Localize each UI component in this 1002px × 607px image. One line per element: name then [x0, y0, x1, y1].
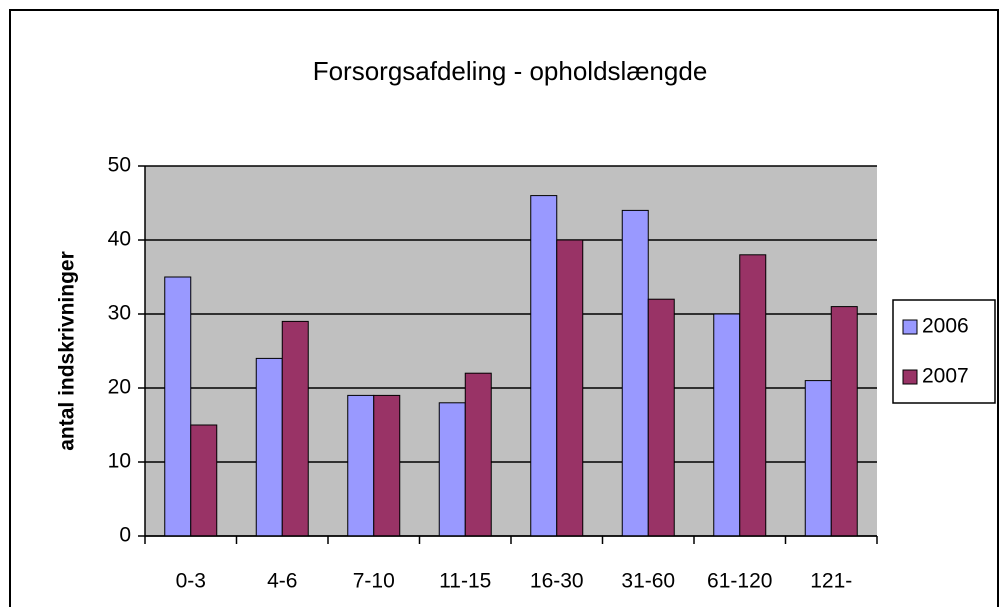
bar — [647, 298, 675, 537]
bar — [830, 306, 858, 537]
x-tick-label: 4-6 — [267, 570, 297, 593]
bar — [556, 239, 584, 537]
chart-title: Forsorgsafdeling - opholdslængde — [313, 56, 708, 86]
x-tick-label: 121- — [810, 570, 852, 593]
legend — [892, 299, 996, 404]
plot-area — [145, 166, 877, 536]
x-tick-label: 11-15 — [439, 570, 491, 593]
bar — [804, 380, 832, 537]
legend-swatch — [902, 369, 918, 385]
y-axis-label: antal indskrivninger — [56, 251, 79, 451]
x-tick-label: 31-60 — [621, 570, 675, 593]
bar — [713, 313, 741, 537]
bar — [281, 320, 309, 537]
bar — [190, 424, 218, 537]
y-tick-label: 0 — [119, 524, 131, 547]
bar — [464, 372, 492, 537]
legend-swatch — [902, 319, 918, 335]
legend-label: 2006 — [922, 315, 969, 338]
bar — [255, 357, 283, 537]
bar — [373, 394, 401, 537]
legend-label: 2007 — [922, 365, 969, 388]
y-tick-label: 40 — [108, 228, 131, 251]
bar — [438, 402, 466, 537]
x-tick-label: 61-120 — [707, 570, 772, 593]
bar — [164, 276, 192, 537]
x-tick-label: 16-30 — [530, 570, 584, 593]
bar — [347, 394, 375, 537]
y-tick-label: 30 — [108, 302, 131, 325]
x-tick-label: 7-10 — [353, 570, 395, 593]
bar — [621, 209, 649, 537]
y-tick-label: 20 — [108, 376, 131, 399]
bar — [739, 254, 767, 537]
y-tick-label: 10 — [108, 450, 131, 473]
bar — [530, 195, 558, 537]
x-tick-label: 0-3 — [176, 570, 206, 593]
y-tick-label: 50 — [108, 154, 131, 177]
